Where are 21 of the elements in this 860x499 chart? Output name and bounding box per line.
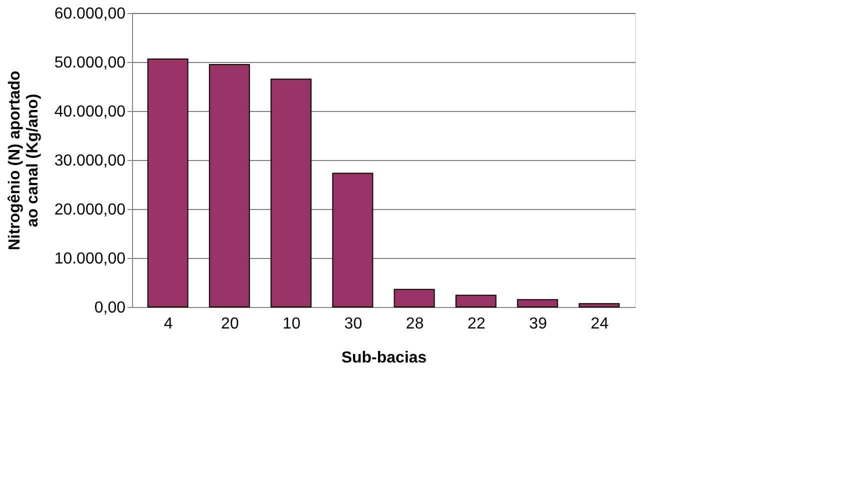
y-tick-label: 10.000,00 [54,250,126,268]
y-tick-label: 20.000,00 [54,202,126,218]
y-tick-label: 40.000,00 [54,104,126,120]
bar [455,294,496,308]
bar [517,299,558,308]
bar [394,288,435,308]
x-tick-label: 22 [468,316,486,332]
x-tick-label: 28 [406,316,424,332]
x-tick-label: 20 [221,316,239,332]
x-axis-title: Sub-bacias [341,350,427,366]
x-tick-label: 30 [344,316,362,332]
y-axis-title: Nitrogênio (N) aportado ao canal (Kg/ano) [6,70,42,250]
y-tick-label: 50.000,00 [54,54,126,72]
x-tick-label: 4 [164,316,173,332]
y-tick-label: 0,00 [94,300,126,316]
x-tick-label: 10 [282,316,301,332]
x-tick-label: 24 [590,316,609,332]
x-tick-label: 39 [529,316,548,332]
bar [578,303,620,308]
y-tick-label: 60.000,00 [54,6,126,22]
y-tick-label: 30.000,00 [54,152,126,170]
